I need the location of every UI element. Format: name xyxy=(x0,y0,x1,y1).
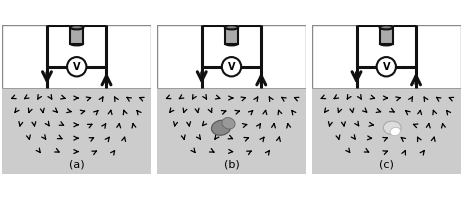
Bar xyxy=(225,27,238,44)
Bar xyxy=(157,88,306,174)
Bar xyxy=(312,88,461,174)
Ellipse shape xyxy=(222,118,235,129)
Ellipse shape xyxy=(380,42,393,46)
Circle shape xyxy=(376,57,396,76)
Ellipse shape xyxy=(212,120,231,135)
Circle shape xyxy=(67,57,87,76)
Text: V: V xyxy=(228,62,235,72)
Bar xyxy=(70,27,83,44)
Ellipse shape xyxy=(225,25,238,29)
Ellipse shape xyxy=(390,127,400,136)
Ellipse shape xyxy=(70,42,83,46)
Text: (b): (b) xyxy=(224,159,239,169)
Text: V: V xyxy=(73,62,81,72)
Text: V: V xyxy=(382,62,390,72)
Ellipse shape xyxy=(380,25,393,29)
Text: (a): (a) xyxy=(69,159,85,169)
Ellipse shape xyxy=(70,25,83,29)
Bar xyxy=(2,88,151,174)
Ellipse shape xyxy=(383,121,401,134)
Bar xyxy=(380,27,393,44)
Circle shape xyxy=(222,57,241,76)
Ellipse shape xyxy=(225,42,238,46)
Text: (c): (c) xyxy=(379,159,394,169)
